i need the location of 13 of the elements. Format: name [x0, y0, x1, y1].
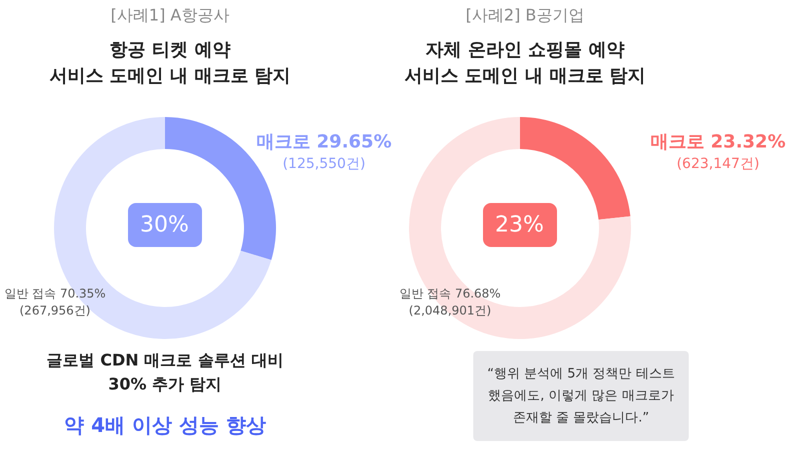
text: 글로벌 CDN 매크로 솔루션 대비 30% 추가 탐지 [46, 350, 284, 394]
chart-subtitle: 자체 온라인 쇼핑몰 예약 서비스 도메인 내 매크로 탐지 [404, 40, 646, 86]
slice-label: 일반 접속 70.35% (267,956건) [4, 286, 106, 318]
slice-label: 매크로 23.32% (623,147건) [650, 132, 786, 172]
text: 약 4배 이상 성능 향상 [64, 413, 266, 437]
text: 30% [140, 212, 189, 238]
chart-title: [사례2] B공기업 [466, 6, 584, 24]
slice-label: 매크로 29.65% (125,550건) [256, 132, 392, 172]
slice-label: 일반 접속 76.68% (2,048,901건) [399, 286, 501, 318]
text: 23% [495, 212, 544, 238]
chart-subtitle: 항공 티켓 예약 서비스 도메인 내 매크로 탐지 [49, 40, 291, 86]
text: “행위 분석에 5개 정책만 테스트 했음에도, 이렇게 많은 매크로가 존재할 줄 몰랐습니다.” [487, 366, 675, 426]
chart-title: [사례1] A항공사 [110, 6, 230, 24]
